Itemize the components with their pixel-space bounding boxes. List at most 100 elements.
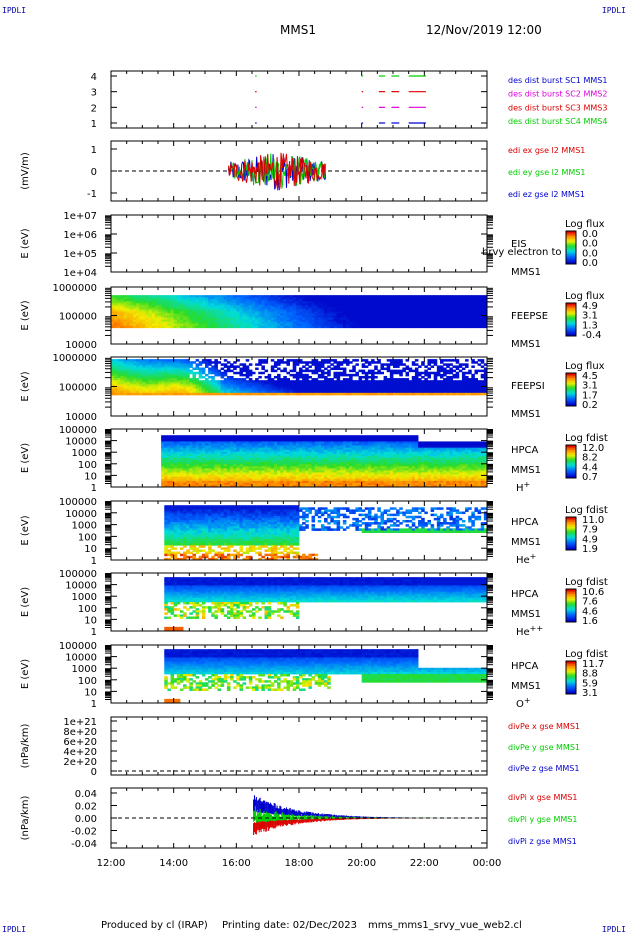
heatmap-cell [408,303,413,306]
heatmap-cell [255,470,259,473]
heatmap-cell [364,375,369,379]
heatmap-cell [361,303,366,306]
heatmap-cell [170,361,175,364]
heatmap-cell [205,455,209,459]
heatmap-cell [233,445,237,449]
heatmap-cell [480,317,485,320]
heatmap-cell [383,321,388,325]
heatmap-cell [223,380,228,383]
colorbar-tick-label: 0.0 [582,229,598,240]
heatmap-cell [270,301,275,304]
heatmap-cell [126,361,131,364]
heatmap-cell [402,301,406,304]
colorbar-cell [566,244,576,247]
heatmap-cell [142,378,146,381]
heatmap-cell [424,307,428,310]
heatmap-cell [440,301,444,304]
heatmap-cell [255,439,259,442]
heatmap-cell [349,375,353,379]
heatmap-cell [465,303,469,306]
heatmap-cell [198,453,203,457]
heatmap-cell [195,311,200,314]
heatmap-cell [173,309,178,312]
heatmap-cell [142,386,146,390]
heatmap-cell [114,307,118,310]
heatmap-cell [176,439,181,442]
heatmap-cell [154,369,159,373]
heatmap-cell [167,313,171,316]
heatmap-cell [386,303,391,306]
heatmap-cell [339,313,344,316]
heatmap-cell [198,451,203,455]
heatmap-cell [408,309,413,312]
heatmap-cell [217,317,222,320]
heatmap-cell [483,319,488,323]
heatmap-cell [151,311,156,314]
heatmap-cell [436,390,441,394]
heatmap-cell [396,369,400,373]
heatmap-cell [161,435,165,438]
heatmap-cell [245,474,250,478]
heatmap-cell [126,317,131,320]
heatmap-cell [443,388,447,392]
heatmap-cell [195,474,200,478]
heatmap-cell [117,303,121,306]
heatmap-cell [311,303,316,306]
heatmap-cell [255,325,259,329]
heatmap-cell [299,317,303,320]
heatmap-cell [440,367,444,371]
heatmap-cell [205,315,209,318]
heatmap-cell [214,443,218,446]
heatmap-cell [233,361,237,364]
heatmap-cell [349,299,353,302]
heatmap-cell [142,311,146,314]
y-tick-label: 3 [91,88,97,99]
heatmap-cell [446,369,450,373]
heatmap-cell [248,297,253,300]
heatmap-cell [192,382,196,385]
heatmap-cell [283,375,287,379]
heatmap-cell [248,441,253,444]
heatmap-cell [483,309,488,312]
heatmap-cell [402,315,406,318]
heatmap-cell [220,367,225,371]
heatmap-cell [383,317,388,320]
heatmap-cell [327,386,331,390]
heatmap-cell [217,309,222,312]
heatmap-cell [305,392,309,396]
heatmap-cell [367,299,372,302]
heatmap-cell [255,447,259,451]
heatmap-cell [154,297,159,300]
heatmap-cell [111,313,115,316]
heatmap-cell [189,451,193,455]
heatmap-cell [411,363,416,366]
heatmap-cell [173,388,178,392]
heatmap-cell [236,458,240,461]
heatmap-cell [280,384,284,387]
heatmap-cell [123,367,128,371]
heatmap-cell [446,321,450,325]
heatmap-cell [364,382,369,385]
heatmap-cell [211,367,215,371]
heatmap-cell [167,455,171,459]
heatmap-cell [386,313,391,316]
heatmap-cell [173,390,178,394]
heatmap-cell [389,295,394,298]
heatmap-cell [129,369,134,373]
heatmap-cell [358,303,363,306]
heatmap-cell [142,367,146,371]
heatmap-cell [223,439,228,442]
heatmap-cell [245,321,250,325]
heatmap-cell [261,484,265,488]
heatmap-cell [286,299,290,302]
heatmap-cell [342,373,347,377]
heatmap-cell [440,297,444,300]
heatmap-cell [186,439,190,442]
heatmap-cell [220,297,225,300]
heatmap-cell [408,311,413,314]
heatmap-cell [220,299,225,302]
heatmap-cell [129,315,134,318]
heatmap-cell [208,474,212,478]
heatmap-cell [183,321,187,325]
heatmap-cell [117,307,121,310]
